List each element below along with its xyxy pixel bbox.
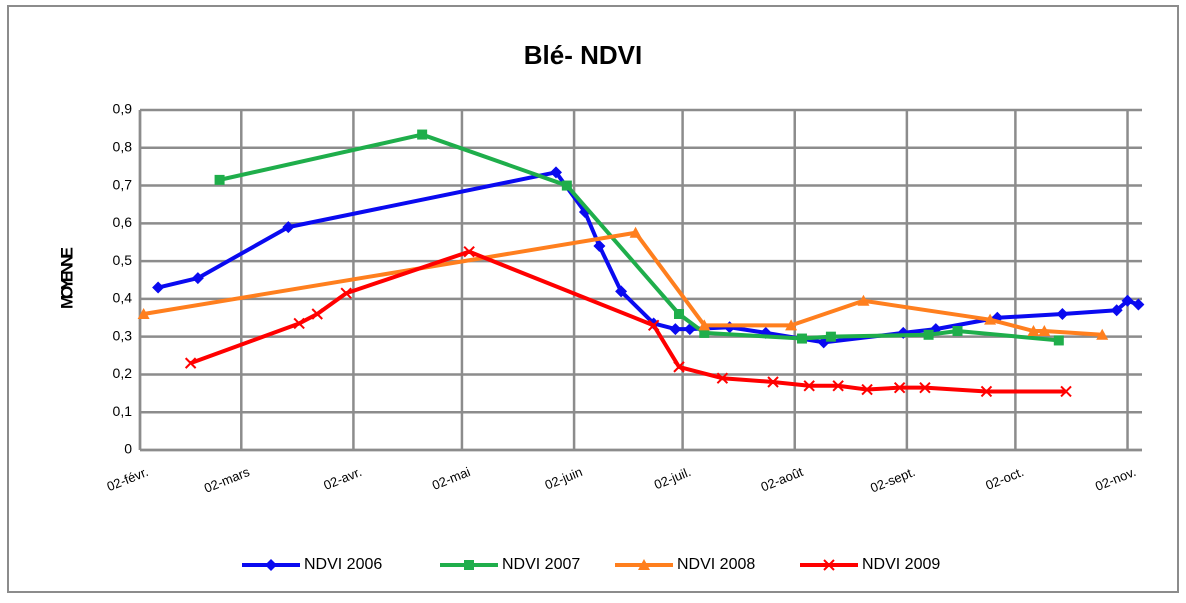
y-axis-label: MOYENNE	[57, 247, 76, 309]
marker	[638, 559, 650, 570]
marker	[265, 559, 277, 571]
marker	[549, 166, 562, 179]
marker	[1060, 385, 1072, 398]
marker	[823, 559, 835, 571]
marker	[1038, 325, 1051, 336]
y-tick-label: 0,5	[113, 252, 133, 268]
marker	[699, 327, 710, 338]
y-tick-label: 0,9	[113, 101, 133, 117]
marker	[340, 287, 352, 299]
marker	[593, 240, 606, 252]
marker	[1053, 335, 1064, 346]
marker	[919, 381, 931, 394]
marker	[893, 381, 906, 394]
marker	[152, 281, 165, 294]
legend-label: NDVI 2007	[502, 556, 580, 573]
marker	[615, 285, 628, 298]
marker	[464, 560, 474, 570]
marker	[825, 331, 836, 342]
marker	[952, 326, 963, 336]
marker	[1132, 298, 1145, 311]
y-tick-label: 0,1	[113, 403, 133, 419]
y-tick-label: 0,2	[113, 365, 133, 381]
marker	[311, 308, 323, 320]
marker	[796, 333, 807, 344]
y-tick-label: 0,4	[113, 290, 133, 306]
legend-label: NDVI 2009	[862, 556, 940, 573]
marker	[629, 226, 642, 238]
marker	[293, 317, 305, 330]
marker	[282, 221, 295, 234]
marker	[984, 313, 997, 325]
marker	[647, 319, 660, 332]
marker	[1027, 325, 1040, 336]
marker	[861, 383, 873, 396]
marker	[184, 357, 197, 369]
chart-title: Blé- NDVI	[524, 40, 642, 70]
marker	[673, 309, 684, 319]
series-line	[219, 132, 1059, 343]
marker	[1121, 294, 1134, 307]
marker	[980, 385, 993, 398]
marker	[669, 323, 682, 336]
marker	[463, 245, 475, 258]
marker	[803, 380, 815, 392]
marker	[767, 376, 779, 388]
marker	[561, 180, 572, 191]
y-tick-label: 0,3	[113, 327, 133, 343]
marker	[191, 272, 204, 285]
marker	[785, 319, 798, 331]
marker	[417, 129, 428, 140]
legend-label: NDVI 2008	[677, 556, 755, 573]
marker	[857, 294, 870, 306]
series-line	[157, 170, 1140, 345]
marker	[673, 361, 685, 373]
legend-label: NDVI 2006	[304, 556, 382, 573]
marker	[1110, 304, 1123, 317]
marker	[214, 174, 225, 185]
marker	[1096, 328, 1109, 340]
marker	[1056, 308, 1069, 320]
y-tick-label: 0	[124, 441, 132, 457]
y-tick-label: 0,6	[113, 214, 133, 230]
marker	[698, 319, 711, 331]
y-tick-label: 0,7	[113, 176, 133, 192]
marker	[923, 329, 934, 340]
y-tick-label: 0,8	[113, 138, 133, 154]
marker	[832, 380, 844, 392]
marker	[137, 308, 150, 319]
marker	[716, 372, 729, 384]
series-line	[189, 249, 1067, 394]
